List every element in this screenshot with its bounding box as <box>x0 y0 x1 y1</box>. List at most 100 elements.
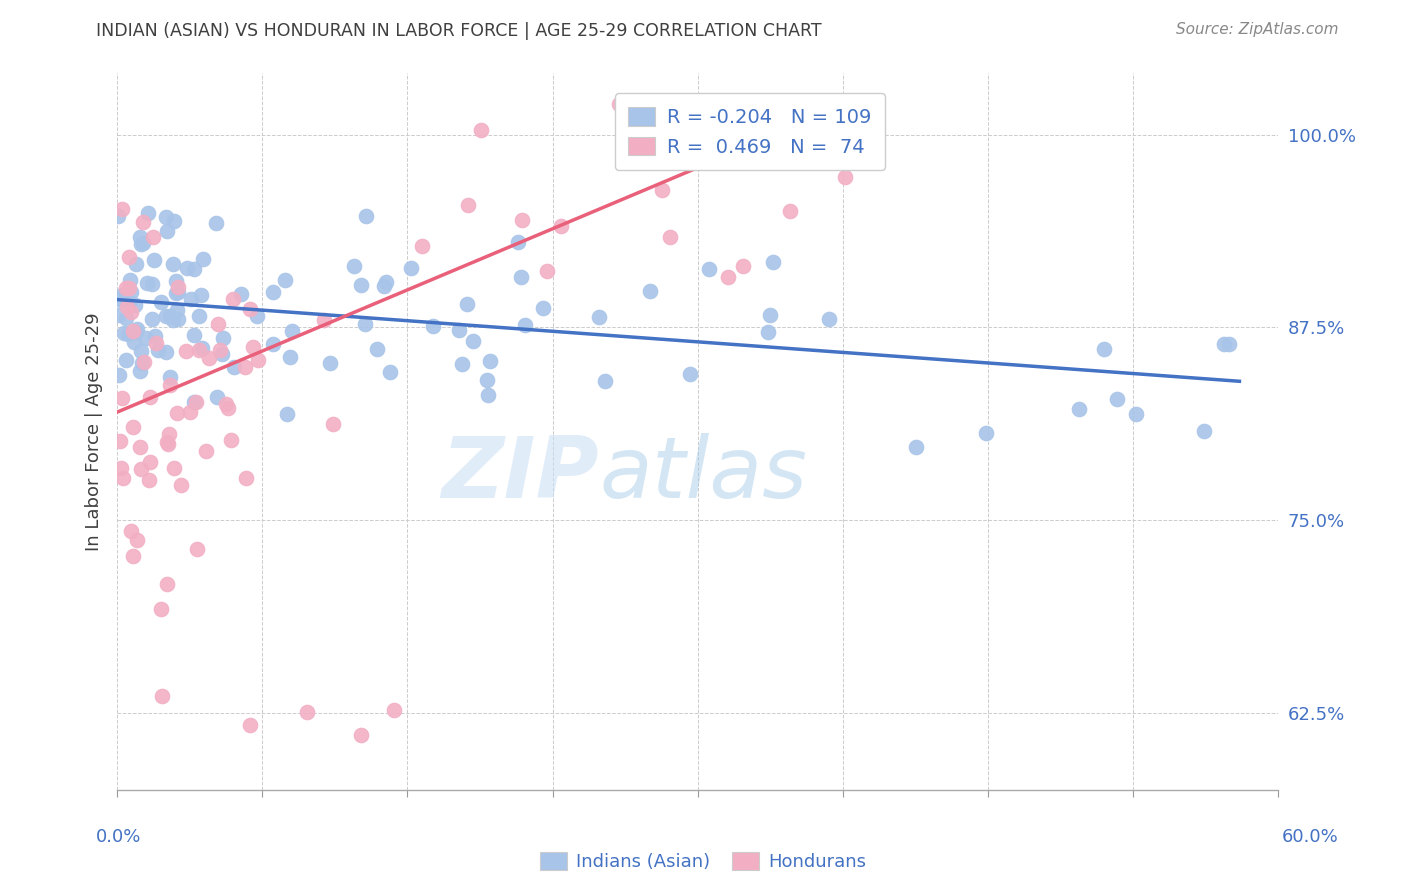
Text: 0.0%: 0.0% <box>96 828 141 846</box>
Point <box>125 257 148 271</box>
Point <box>118 281 141 295</box>
Point <box>513 318 536 332</box>
Point <box>176 261 198 276</box>
Point <box>221 433 243 447</box>
Point <box>114 353 136 368</box>
Point <box>818 312 841 326</box>
Point <box>155 309 177 323</box>
Point <box>115 310 138 325</box>
Point <box>322 417 344 431</box>
Point <box>129 462 152 476</box>
Point <box>167 312 190 326</box>
Point <box>131 356 153 370</box>
Point <box>974 425 997 440</box>
Point <box>135 276 157 290</box>
Point <box>122 324 145 338</box>
Point <box>207 317 229 331</box>
Point <box>166 279 188 293</box>
Point <box>457 198 479 212</box>
Point <box>193 252 215 266</box>
Point <box>1213 337 1236 351</box>
Point <box>108 368 131 382</box>
Point <box>479 354 502 368</box>
Point <box>354 317 377 331</box>
Point <box>183 262 205 277</box>
Point <box>373 279 395 293</box>
Point <box>107 210 129 224</box>
Point <box>155 211 177 225</box>
Point <box>108 434 131 449</box>
Point <box>157 437 180 451</box>
Point <box>411 239 433 253</box>
Point <box>157 427 180 442</box>
Point <box>156 224 179 238</box>
Point <box>470 123 492 137</box>
Point <box>382 703 405 717</box>
Point <box>817 96 839 111</box>
Point <box>156 577 179 591</box>
Point <box>588 310 610 324</box>
Point <box>163 214 186 228</box>
Point <box>679 367 702 381</box>
Point <box>204 217 226 231</box>
Point <box>180 292 202 306</box>
Point <box>235 470 257 484</box>
Legend: Indians (Asian), Hondurans: Indians (Asian), Hondurans <box>533 846 873 879</box>
Point <box>110 293 132 307</box>
Point <box>278 350 301 364</box>
Point <box>166 406 188 420</box>
Point <box>343 259 366 273</box>
Point <box>121 420 143 434</box>
Text: ZIP: ZIP <box>441 433 599 516</box>
Point <box>187 343 209 357</box>
Point <box>183 395 205 409</box>
Point <box>194 444 217 458</box>
Point <box>179 405 201 419</box>
Point <box>120 524 142 538</box>
Point <box>659 230 682 244</box>
Point <box>150 689 173 703</box>
Point <box>756 325 779 339</box>
Point <box>211 331 233 345</box>
Point <box>651 183 673 197</box>
Point <box>356 209 378 223</box>
Point <box>717 270 740 285</box>
Point <box>697 262 720 277</box>
Point <box>217 401 239 416</box>
Point <box>122 335 145 350</box>
Point <box>1218 337 1240 351</box>
Y-axis label: In Labor Force | Age 25-29: In Labor Force | Age 25-29 <box>86 312 103 550</box>
Text: 60.0%: 60.0% <box>1282 828 1339 846</box>
Point <box>183 328 205 343</box>
Point <box>461 334 484 348</box>
Point <box>1125 407 1147 421</box>
Point <box>143 252 166 267</box>
Point <box>166 285 188 300</box>
Point <box>138 206 160 220</box>
Point <box>107 308 129 322</box>
Point <box>118 250 141 264</box>
Point <box>759 308 782 322</box>
Point <box>112 326 135 340</box>
Legend: R = -0.204   N = 109, R =  0.469   N =  74: R = -0.204 N = 109, R = 0.469 N = 74 <box>614 94 886 170</box>
Point <box>131 215 153 229</box>
Point <box>247 352 270 367</box>
Point <box>350 277 373 292</box>
Point <box>422 318 444 333</box>
Point <box>187 309 209 323</box>
Point <box>509 270 531 285</box>
Point <box>198 351 221 365</box>
Point <box>593 374 616 388</box>
Point <box>129 236 152 251</box>
Point <box>138 473 160 487</box>
Point <box>115 281 138 295</box>
Point <box>609 96 631 111</box>
Point <box>150 295 173 310</box>
Point <box>112 470 135 484</box>
Point <box>149 601 172 615</box>
Point <box>125 321 148 335</box>
Point <box>318 357 340 371</box>
Point <box>165 274 187 288</box>
Point <box>531 301 554 315</box>
Point <box>262 337 284 351</box>
